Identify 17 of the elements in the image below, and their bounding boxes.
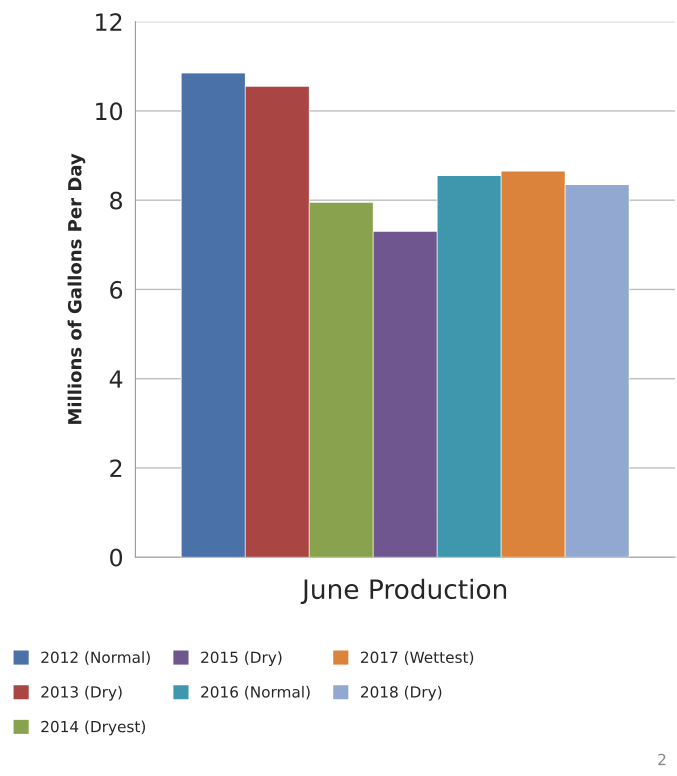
legend-label: 2016 (Normal) [201,686,310,700]
y-tick-label: 8 [110,192,122,210]
y-tick-label: 4 [110,370,122,388]
y-tick-label: 6 [110,280,122,299]
legend-label: 2015 (Dry) [201,651,282,666]
y-axis-title: Millions of Gallons Per Day [68,154,86,424]
y-tick-label: 2 [110,459,122,477]
legend-label: 2017 (Wettest) [361,651,474,665]
y-tick-label: 0 [110,548,122,566]
legend-label: 2014 (Dryest) [41,720,146,736]
y-tick-label: 12 [96,13,122,31]
text: 2 [658,754,666,766]
x-axis-title: June Production [300,578,506,604]
legend-label: 2018 (Dry) [361,686,442,701]
y-tick-label: 10 [96,102,122,120]
legend-label: 2012 (Normal) [41,651,150,665]
legend-label: 2013 (Dry) [41,686,122,701]
